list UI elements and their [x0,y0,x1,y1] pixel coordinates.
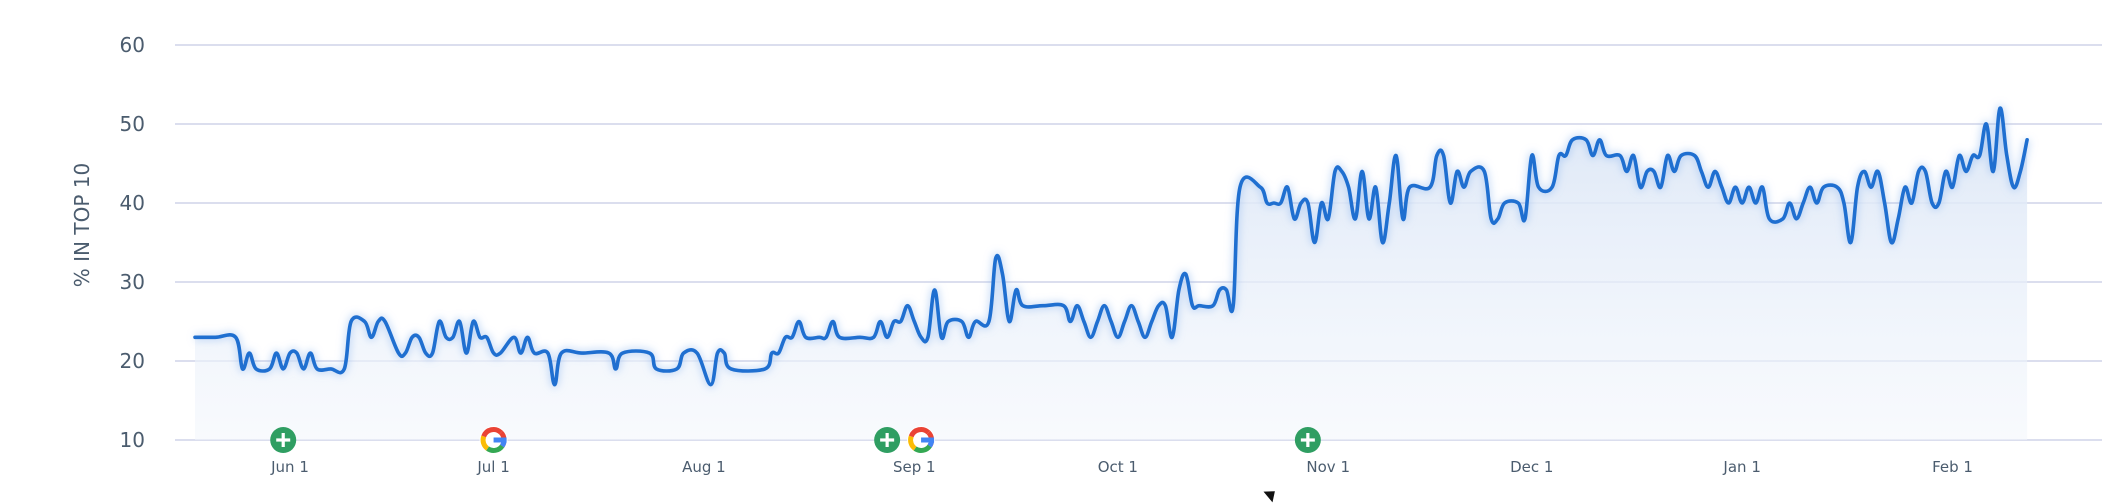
y-tick-label: 50 [120,112,145,136]
plus-circle-icon[interactable] [874,427,901,453]
x-tick-label: Feb 1 [1932,458,1973,476]
series-line[interactable] [193,106,2029,387]
y-tick-label: 20 [120,349,145,373]
y-axis-ticks: 10 20 30 40 50 60 [120,33,145,452]
x-axis-ticks: Jun 1 Jul 1 Aug 1 Sep 1 Oct 1 Nov 1 Dec 1 Jan 1… [270,458,1973,476]
google-g-icon[interactable] [907,426,936,454]
y-tick-label: 60 [120,33,145,57]
plus-circle-icon[interactable] [1294,427,1321,453]
x-tick-label: Jul 1 [476,458,509,476]
x-tick-label: Jun 1 [270,458,309,476]
y-axis-label: % IN TOP 10 [70,163,94,287]
x-tick-label: Nov 1 [1306,458,1350,476]
annotations [270,426,1321,454]
y-tick-label: 40 [120,191,145,215]
x-tick-label: Oct 1 [1098,458,1138,476]
x-tick-label: Sep 1 [893,458,936,476]
area-fill [195,108,2028,441]
x-tick-label: Jan 1 [1722,458,1760,476]
series-area [195,108,2028,441]
google-g-icon[interactable] [479,426,508,454]
plus-circle-icon[interactable] [270,427,297,453]
series-lines [193,104,2031,389]
y-tick-label: 10 [120,428,145,452]
y-tick-label: 30 [120,270,145,294]
x-tick-label: Aug 1 [682,458,726,476]
x-tick-label: Dec 1 [1510,458,1553,476]
